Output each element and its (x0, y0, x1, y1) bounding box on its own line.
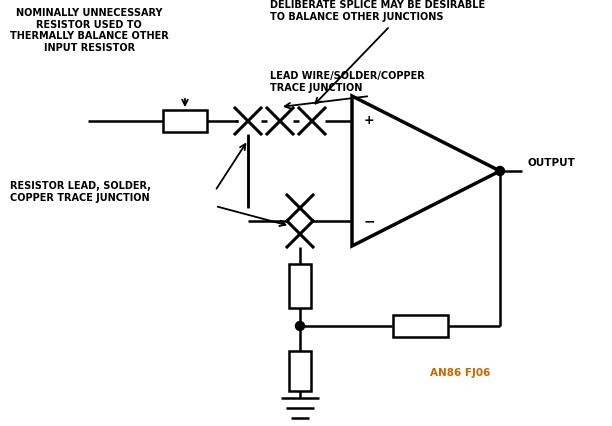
Bar (392, 315, 447, 337)
Text: DELIBERATE SPLICE MAY BE DESIRABLE
TO BALANCE OTHER JUNCTIONS: DELIBERATE SPLICE MAY BE DESIRABLE TO BA… (270, 0, 485, 22)
Polygon shape (352, 96, 500, 246)
Text: AN86 FJ06: AN86 FJ06 (430, 368, 490, 378)
Text: LEAD WIRE/SOLDER/COPPER
TRACE JUNCTION: LEAD WIRE/SOLDER/COPPER TRACE JUNCTION (270, 71, 425, 92)
Bar (163, 110, 207, 132)
Text: RESISTOR LEAD, SOLDER,
COPPER TRACE JUNCTION: RESISTOR LEAD, SOLDER, COPPER TRACE JUNC… (10, 181, 151, 203)
Circle shape (496, 167, 504, 176)
Text: +: + (364, 115, 375, 127)
Circle shape (296, 322, 305, 331)
Text: −: − (364, 214, 376, 228)
Text: NOMINALLY UNNECESSARY
RESISTOR USED TO
THERMALLY BALANCE OTHER
INPUT RESISTOR: NOMINALLY UNNECESSARY RESISTOR USED TO T… (10, 8, 169, 53)
Bar (289, 264, 311, 308)
Text: OUTPUT: OUTPUT (528, 158, 576, 168)
Bar (289, 351, 311, 391)
